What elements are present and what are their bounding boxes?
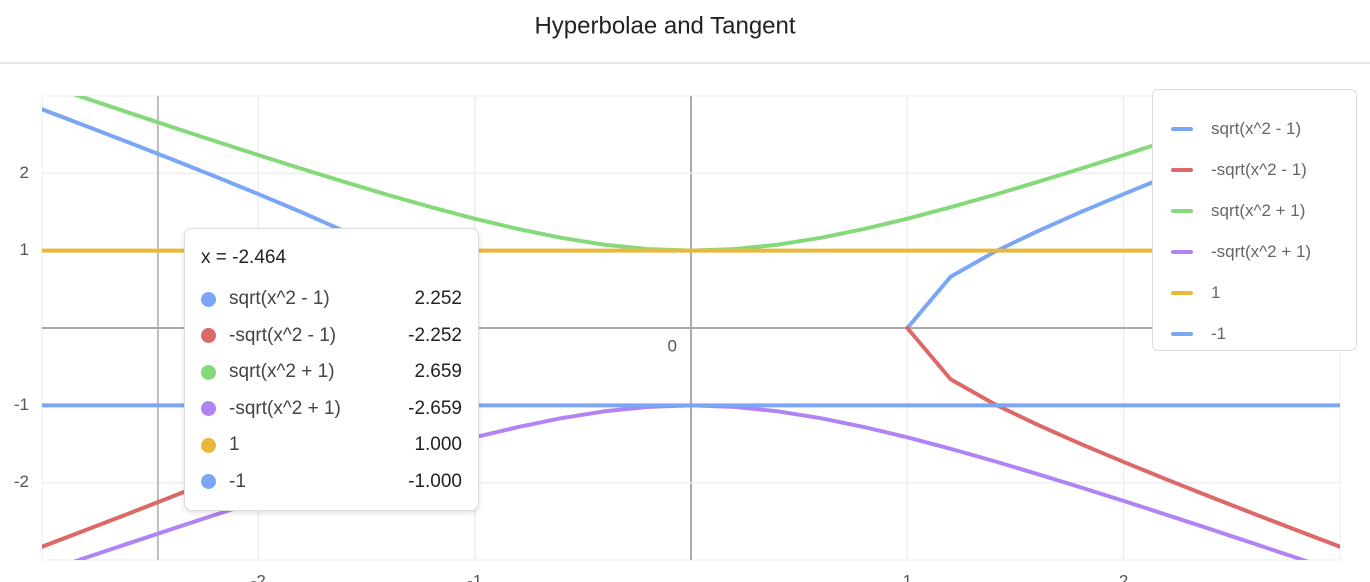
tooltip-dot (201, 401, 216, 417)
legend-label: -sqrt(x^2 + 1) (1211, 241, 1312, 261)
legend-swatch (1171, 208, 1193, 213)
legend-swatch (1171, 126, 1193, 131)
tooltip-row: 1 1.000 (201, 427, 462, 464)
legend-label: -sqrt(x^2 - 1) (1211, 159, 1307, 179)
tooltip-row: -1 -1.000 (201, 464, 462, 501)
tooltip-value: 2.252 (414, 288, 462, 310)
tooltip-row: -sqrt(x^2 - 1) -2.252 (201, 318, 462, 355)
legend-item: sqrt(x^2 - 1) (1171, 108, 1356, 149)
tooltip-dot (201, 291, 216, 307)
legend-item: 1 (1171, 272, 1356, 313)
tooltip-dot (201, 437, 216, 453)
x-tick-label: 1 (903, 571, 912, 582)
legend-item: -sqrt(x^2 - 1) (1171, 149, 1356, 190)
y-tick-label: -1 (14, 395, 29, 414)
tooltip-dot (201, 328, 216, 344)
chart-title: Hyperbolae and Tangent (534, 12, 795, 39)
legend-swatch (1171, 290, 1193, 295)
legend-label: sqrt(x^2 - 1) (1211, 118, 1302, 138)
legend-swatch (1171, 249, 1193, 254)
tooltip-dot (201, 474, 216, 490)
y-tick-label: -2 (14, 472, 29, 491)
tooltip: x = -2.464 sqrt(x^2 - 1) 2.252 -sqrt(x^2 -… (184, 228, 479, 511)
y-tick-label: 1 (20, 240, 29, 259)
x-tick-label: -1 (467, 571, 482, 582)
x-tick-label: -2 (251, 571, 266, 582)
tooltip-row: sqrt(x^2 + 1) 2.659 (201, 354, 462, 391)
tooltip-value: -1.000 (408, 470, 462, 492)
tooltip-value: 1.000 (414, 434, 462, 456)
legend-swatch (1171, 167, 1193, 172)
x-tick-label: 2 (1119, 571, 1128, 582)
tooltip-dot (201, 364, 216, 380)
tooltip-name: -sqrt(x^2 - 1) (229, 324, 337, 346)
legend-label: -1 (1211, 323, 1227, 343)
tooltip-value: -2.252 (408, 324, 462, 346)
legend-item: -1 (1171, 313, 1356, 354)
legend-label: 1 (1211, 282, 1221, 302)
tooltip-name: sqrt(x^2 - 1) (229, 288, 330, 310)
tooltip-row: -sqrt(x^2 + 1) -2.659 (201, 391, 462, 428)
origin-label: 0 (668, 336, 677, 355)
tooltip-value: -2.659 (408, 397, 462, 419)
legend-swatch (1171, 331, 1193, 336)
tooltip-name: -1 (229, 470, 246, 492)
tooltip-name: -sqrt(x^2 + 1) (229, 397, 341, 419)
tooltip-title: x = -2.464 (201, 247, 287, 268)
legend-item: -sqrt(x^2 + 1) (1171, 231, 1356, 272)
tooltip-value: 2.659 (414, 361, 462, 383)
tooltip-row: sqrt(x^2 - 1) 2.252 (201, 281, 462, 318)
y-tick-label: 2 (20, 163, 29, 182)
legend: sqrt(x^2 - 1) -sqrt(x^2 - 1) sqrt(x^2 + 1)… (1152, 89, 1357, 351)
legend-item: sqrt(x^2 + 1) (1171, 190, 1356, 231)
legend-label: sqrt(x^2 + 1) (1211, 200, 1306, 220)
tooltip-name: 1 (229, 434, 240, 456)
tooltip-name: sqrt(x^2 + 1) (229, 361, 335, 383)
